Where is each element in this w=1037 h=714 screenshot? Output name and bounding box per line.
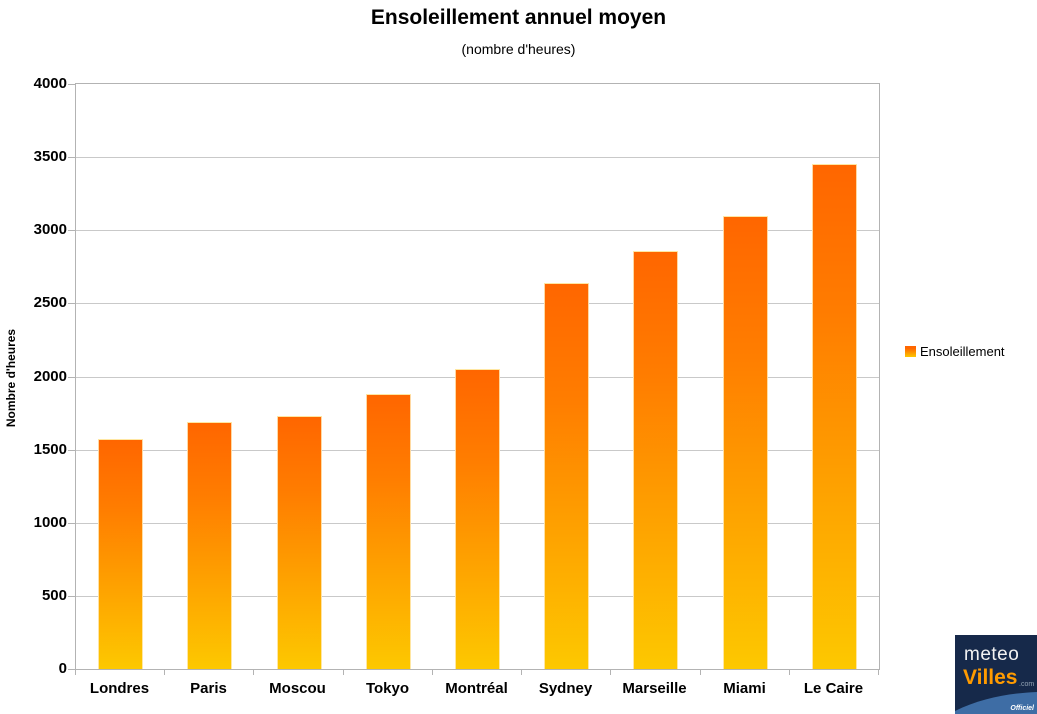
x-category-label: Paris	[190, 680, 227, 697]
bar-paris	[187, 422, 232, 669]
y-tick-mark	[68, 84, 75, 85]
y-tick-label: 4000	[33, 75, 67, 92]
gridline	[76, 157, 879, 158]
logo-word-meteo: meteo	[964, 644, 1020, 665]
y-tick-mark	[68, 157, 75, 158]
bar-marseille	[633, 251, 678, 669]
y-tick-mark	[68, 450, 75, 451]
chart-subtitle: (nombre d'heures)	[461, 41, 576, 57]
legend-entry-label: Ensoleillement	[920, 344, 1005, 359]
y-tick-mark	[68, 523, 75, 524]
bar-miami	[723, 216, 768, 669]
y-tick-label: 1500	[33, 441, 67, 458]
x-tick-mark	[75, 670, 76, 675]
y-tick-label: 3500	[33, 148, 67, 165]
gridline	[76, 230, 879, 231]
y-tick-label: 0	[58, 660, 67, 677]
x-category-label: Le Caire	[803, 680, 864, 697]
logo-suffix-com: .com	[1019, 681, 1035, 688]
legend: Ensoleillement	[905, 344, 1005, 359]
bar-le-caire	[812, 164, 857, 669]
legend-swatch-icon	[905, 346, 916, 357]
bar-londres	[98, 439, 143, 669]
x-tick-mark	[164, 670, 165, 675]
y-tick-label: 3000	[33, 221, 67, 238]
logo-swoosh-band	[955, 692, 1037, 714]
bar-tokyo	[366, 394, 411, 669]
gridline	[76, 303, 879, 304]
bar-sydney	[544, 283, 589, 669]
x-tick-mark	[700, 670, 701, 675]
bar-moscou	[277, 416, 322, 669]
logo-word-villes: Villes	[963, 666, 1018, 689]
y-tick-mark	[68, 377, 75, 378]
x-category-label: Miami	[723, 680, 766, 697]
x-category-label: Sydney	[538, 680, 593, 697]
x-category-label: Tokyo	[365, 680, 410, 697]
x-tick-mark	[610, 670, 611, 675]
x-category-label: Marseille	[622, 680, 687, 697]
plot-area	[75, 83, 880, 670]
y-tick-label: 1000	[33, 514, 67, 531]
x-category-label: Moscou	[269, 680, 326, 697]
y-tick-mark	[68, 303, 75, 304]
x-tick-mark	[432, 670, 433, 675]
y-tick-mark	[68, 669, 75, 670]
meteovilles-logo: meteo Villes .com Officiel	[955, 635, 1037, 714]
x-category-label: Londres	[89, 680, 150, 697]
x-tick-mark	[789, 670, 790, 675]
x-category-label: Montréal	[445, 680, 508, 697]
x-tick-mark	[521, 670, 522, 675]
y-tick-mark	[68, 230, 75, 231]
y-tick-label: 2000	[33, 368, 67, 385]
x-tick-mark	[878, 670, 879, 675]
chart-title: Ensoleillement annuel moyen	[370, 6, 667, 29]
x-tick-mark	[253, 670, 254, 675]
y-tick-mark	[68, 596, 75, 597]
bar-montréal	[455, 369, 500, 669]
x-tick-mark	[343, 670, 344, 675]
y-tick-label: 500	[41, 587, 67, 604]
logo-badge-officiel: Officiel	[1010, 705, 1034, 712]
y-tick-label: 2500	[33, 294, 67, 311]
